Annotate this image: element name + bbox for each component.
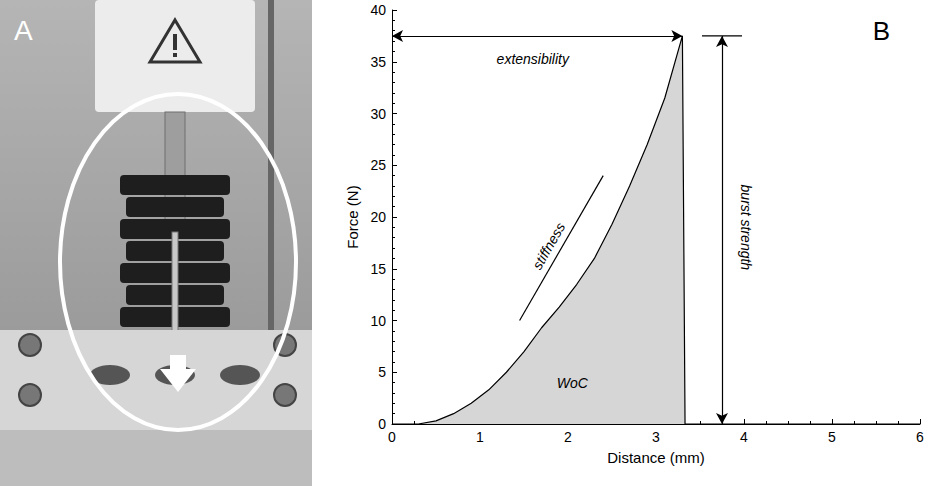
svg-text:5: 5 (828, 429, 836, 445)
svg-text:15: 15 (370, 261, 386, 277)
svg-text:burst strength: burst strength (738, 185, 754, 271)
svg-text:0: 0 (378, 416, 386, 432)
svg-text:extensibility: extensibility (497, 51, 570, 67)
svg-text:30: 30 (370, 106, 386, 122)
svg-text:4: 4 (740, 429, 748, 445)
svg-text:3: 3 (652, 429, 660, 445)
svg-text:6: 6 (916, 429, 924, 445)
svg-text:5: 5 (378, 364, 386, 380)
svg-text:2: 2 (564, 429, 572, 445)
svg-text:Distance (mm): Distance (mm) (607, 449, 705, 466)
svg-text:25: 25 (370, 157, 386, 173)
svg-text:A: A (14, 15, 33, 46)
svg-text:20: 20 (370, 209, 386, 225)
svg-text:WoC: WoC (557, 375, 589, 391)
svg-text:stiffness: stiffness (529, 220, 569, 272)
svg-text:10: 10 (370, 313, 386, 329)
svg-text:0: 0 (388, 429, 396, 445)
svg-text:40: 40 (370, 2, 386, 18)
svg-text:B: B (873, 16, 890, 46)
svg-text:1: 1 (476, 429, 484, 445)
svg-text:35: 35 (370, 54, 386, 70)
svg-text:Force (N): Force (N) (344, 185, 361, 248)
